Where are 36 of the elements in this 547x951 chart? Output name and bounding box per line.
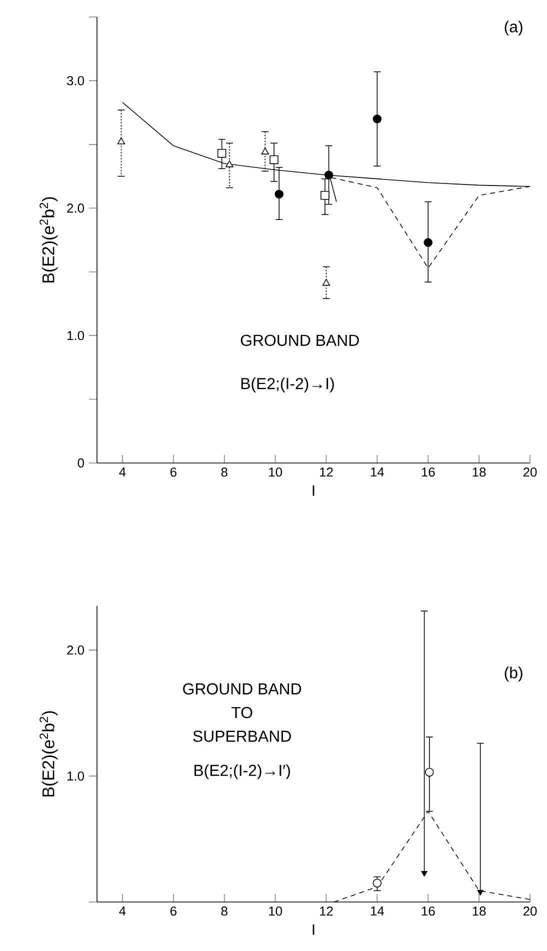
annotation: (b): [504, 666, 522, 682]
annotation: B(E2;(I-2)→I): [241, 378, 334, 392]
annotation: SUPERBAND: [193, 730, 291, 742]
y-axis-title: B(E2)(e$^{2}$b$^{2}$): [40, 197, 58, 282]
y-tick-label: 1.0: [67, 771, 84, 781]
x-tick-label: 16: [422, 906, 435, 916]
y-tick-label: 0: [78, 458, 84, 468]
x-tick-label: 18: [472, 468, 486, 477]
x-tick-label: 12: [320, 468, 333, 477]
y-axis-title: B(E2)(e$^{2}$b$^{2}$): [40, 711, 58, 796]
annotation: (a): [504, 20, 522, 36]
x-tick-label: 14: [370, 468, 384, 476]
x-tick-label: 14: [370, 906, 384, 916]
y-tick-label: 2.0: [67, 204, 84, 213]
annotation: B(E2;(I-2)→I′): [194, 764, 290, 780]
x-tick-label: 10: [269, 906, 282, 916]
x-tick-label: 20: [523, 906, 537, 916]
x-tick-label: 8: [221, 468, 228, 477]
x-tick-label: 10: [269, 468, 282, 477]
x-tick-label: 4: [119, 906, 126, 916]
x-tick-label: 8: [221, 906, 228, 916]
x-tick-label: 6: [170, 468, 176, 477]
y-tick-label: 1.0: [67, 330, 84, 340]
x-tick-label: 4: [119, 468, 126, 476]
y-tick-label: 3.0: [67, 76, 84, 86]
annotation: GROUND BAND: [183, 683, 302, 695]
x-axis-title: I: [312, 486, 314, 496]
annotation: TO: [231, 706, 252, 718]
annotation: GROUND BAND: [240, 334, 359, 346]
x-axis-title: I: [312, 924, 314, 935]
x-tick-label: 20: [523, 468, 537, 477]
x-tick-label: 16: [422, 468, 435, 477]
y-tick-label: 2.0: [67, 645, 84, 655]
x-tick-label: 12: [320, 906, 333, 916]
x-tick-label: 18: [472, 906, 486, 916]
x-tick-label: 6: [170, 906, 176, 916]
